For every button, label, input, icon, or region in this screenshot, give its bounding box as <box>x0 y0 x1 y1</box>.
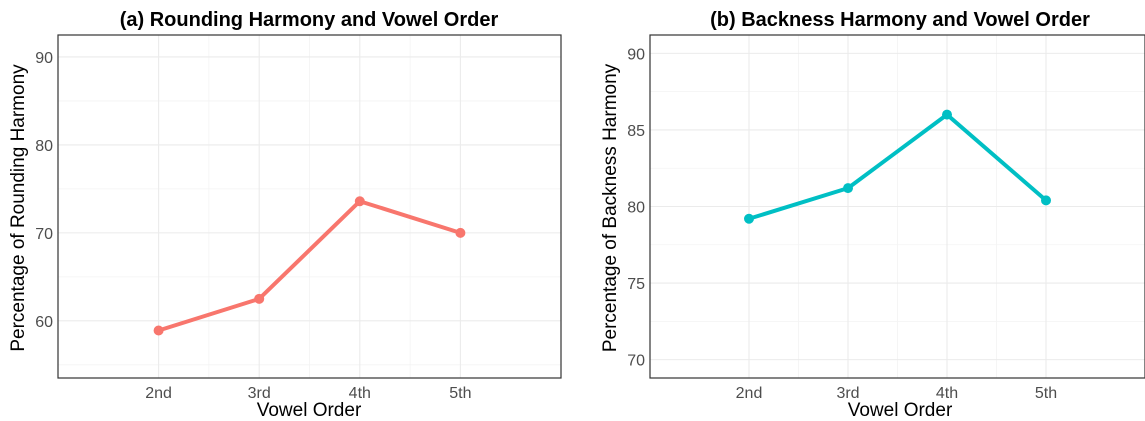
data-point <box>354 196 365 207</box>
data-point <box>455 227 466 238</box>
grid-lines <box>58 35 561 378</box>
chart-title: (b) Backness Harmony and Vowel Order <box>710 9 1090 31</box>
series-line <box>747 112 1048 221</box>
y-tick-label: 80 <box>35 138 53 155</box>
y-tick-label: 85 <box>627 123 645 140</box>
data-point <box>153 325 164 336</box>
x-axis-label: Vowel Order <box>848 400 953 421</box>
panel-border <box>57 34 562 379</box>
y-tick-label: 90 <box>627 46 645 63</box>
x-tick-label: 4th <box>936 385 958 402</box>
chart-panel-backness: (b) Backness Harmony and Vowel Order Vow… <box>600 9 1145 421</box>
y-tick-label: 70 <box>35 226 53 243</box>
x-tick-label: 4th <box>349 385 371 402</box>
x-tick-label: 5th <box>1035 385 1057 402</box>
y-tick-label: 60 <box>35 314 53 331</box>
data-point <box>843 183 853 194</box>
y-axis-label: Percentage of Rounding Harmony <box>8 64 29 352</box>
x-tick-label: 3rd <box>248 385 271 402</box>
x-axis-label: Vowel Order <box>257 400 362 421</box>
y-tick-label: 90 <box>35 50 53 67</box>
chart-panel-rounding: (a) Rounding Harmony and Vowel Order Vow… <box>8 9 562 421</box>
y-tick-label: 75 <box>627 276 645 293</box>
x-tick-label: 5th <box>449 385 471 402</box>
series-line <box>156 199 463 333</box>
y-axis-label: Percentage of Backness Harmony <box>600 63 621 352</box>
grid-lines <box>650 35 1145 378</box>
x-tick-label: 2nd <box>145 385 172 402</box>
data-point <box>254 293 265 304</box>
x-tick-label: 2nd <box>736 385 763 402</box>
data-point <box>744 213 754 224</box>
y-tick-label: 80 <box>627 200 645 217</box>
y-tick-label: 70 <box>627 353 645 370</box>
x-tick-label: 3rd <box>836 385 859 402</box>
chart-title: (a) Rounding Harmony and Vowel Order <box>120 9 499 31</box>
data-point <box>1041 195 1051 206</box>
data-point <box>942 109 952 120</box>
panel-border <box>649 34 1145 379</box>
